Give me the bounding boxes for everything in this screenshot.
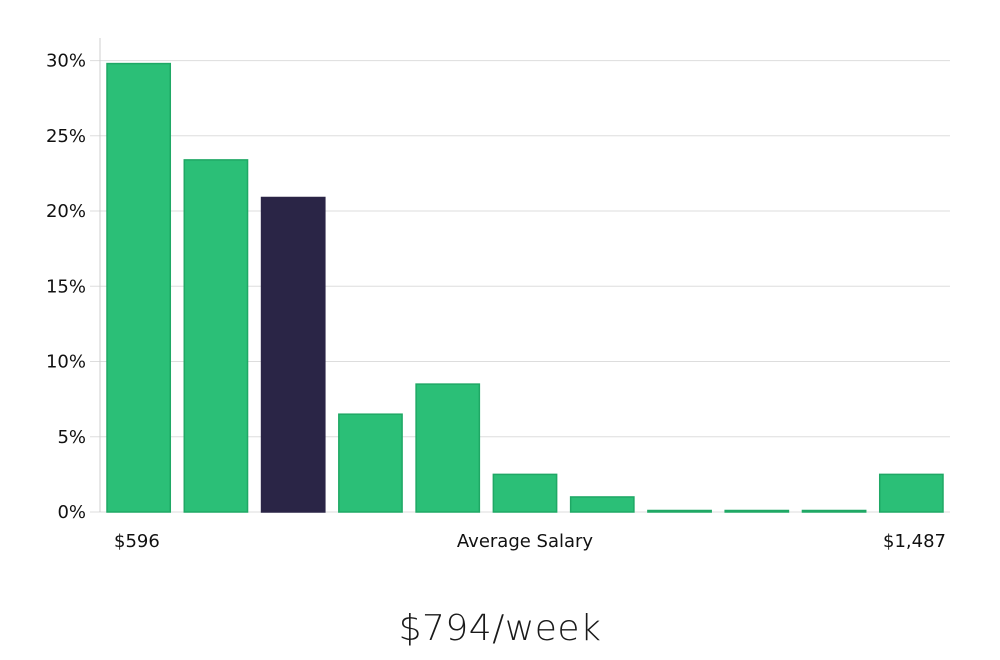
bar [801, 509, 867, 513]
x-axis-min-label: $596 [114, 531, 160, 552]
y-tick-label: 15% [46, 276, 86, 297]
y-axis-tick-labels: 0% 5% 10% 15% 20% 25% 30% [46, 51, 86, 523]
x-axis-title: Average Salary [457, 531, 594, 552]
salary-histogram: 0%5%10%15%20%25%30% $596 Average Salary … [46, 38, 950, 552]
y-tick-label: 25% [46, 126, 86, 147]
bar [724, 509, 790, 513]
average-salary-value: $794/week [398, 608, 602, 649]
bar [878, 473, 944, 513]
bar [492, 473, 558, 513]
bars [106, 62, 944, 513]
y-tick-label: 30% [46, 51, 86, 72]
y-tick-label: 0% [57, 502, 86, 523]
bar [183, 159, 249, 513]
bar [106, 62, 172, 513]
bar [338, 413, 403, 513]
y-tick-label: 20% [46, 201, 86, 222]
bar [415, 383, 481, 513]
x-axis-max-label: $1,487 [883, 531, 946, 552]
bar-highlighted [260, 196, 326, 513]
bar [647, 509, 712, 513]
y-tick-label: 5% [57, 427, 86, 448]
y-tick-label: 10% [46, 352, 86, 373]
bar [569, 496, 635, 513]
